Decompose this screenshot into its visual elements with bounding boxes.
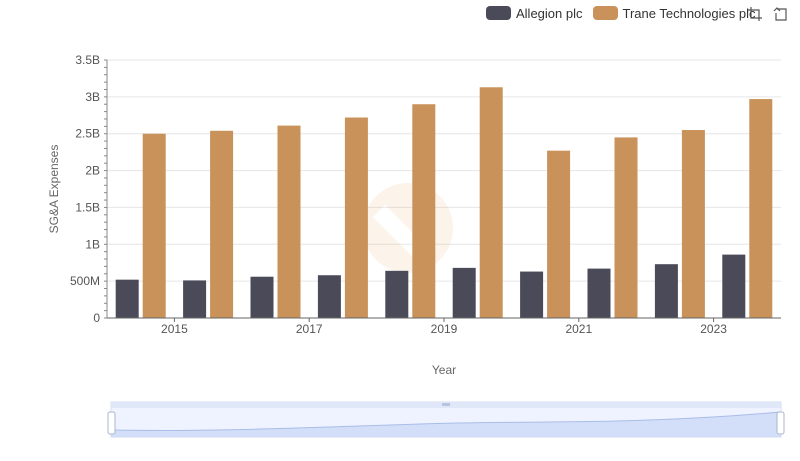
data-zoom-slider[interactable] — [107, 401, 785, 438]
bar-trane-2022[interactable] — [681, 130, 705, 318]
bar-allegion-2020[interactable] — [520, 271, 544, 318]
bar-allegion-2023[interactable] — [722, 254, 746, 318]
bar-trane-2020[interactable] — [547, 150, 571, 318]
bar-trane-2023[interactable] — [749, 99, 773, 318]
zoom-drag-grip[interactable] — [442, 403, 450, 406]
legend-item-trane[interactable]: Trane Technologies plc — [592, 5, 756, 21]
legend-swatch-trane — [592, 6, 618, 20]
bar-trane-2018[interactable] — [412, 104, 436, 318]
bar-allegion-2017[interactable] — [317, 275, 341, 318]
y-axis: 0 500M 1B 1.5B 2B 2.5B 3B 3.5B — [70, 53, 108, 325]
bar-trane-2019[interactable] — [479, 87, 503, 318]
legend-label-trane: Trane Technologies plc — [622, 5, 756, 21]
y-tick-label: 3.5B — [75, 53, 100, 67]
bar-allegion-2015[interactable] — [183, 280, 207, 318]
legend-swatch-allegion — [486, 6, 511, 20]
y-tick-label: 1B — [85, 237, 100, 251]
bar-allegion-2021[interactable] — [587, 268, 611, 318]
zoom-preview-area — [111, 412, 781, 437]
bar-trane-2017[interactable] — [344, 117, 368, 318]
x-tick-label: 2015 — [161, 322, 188, 336]
y-tick-label: 1.5B — [75, 200, 100, 214]
bar-allegion-2022[interactable] — [654, 264, 678, 318]
bar-allegion-2014[interactable] — [115, 279, 139, 318]
x-tick-label: 2023 — [700, 322, 727, 336]
legend-label-allegion: Allegion plc — [516, 5, 583, 21]
x-axis: 2015 2017 2019 2021 2023 — [107, 317, 781, 336]
legend: Allegion plc Trane Technologies plc — [486, 4, 765, 22]
x-tick-label: 2021 — [565, 322, 592, 336]
bar-trane-2016[interactable] — [277, 125, 301, 318]
y-tick-label: 0 — [93, 311, 100, 325]
y-tick-label: 2.5B — [75, 127, 100, 141]
y-tick-label: 500M — [70, 274, 100, 288]
bar-allegion-2018[interactable] — [385, 270, 409, 318]
zoom-preview-line — [110, 411, 782, 432]
watermark-logo — [363, 183, 453, 273]
y-axis-title: SG&A Expenses — [47, 145, 61, 234]
x-tick-label: 2017 — [296, 322, 323, 336]
restore-icon[interactable] — [773, 6, 789, 22]
x-tick-label: 2019 — [431, 322, 458, 336]
bars-group — [115, 87, 773, 318]
bar-trane-2021[interactable] — [614, 137, 638, 318]
bar-allegion-2019[interactable] — [452, 267, 476, 318]
y-tick-label: 2B — [85, 164, 100, 178]
bar-trane-2015[interactable] — [210, 130, 234, 318]
y-tick-label: 3B — [85, 90, 100, 104]
zoom-handle-left[interactable] — [107, 411, 116, 435]
x-axis-title: Year — [432, 363, 456, 377]
bar-trane-2014[interactable] — [142, 133, 166, 318]
zoom-handle-right[interactable] — [776, 411, 785, 435]
legend-item-allegion[interactable]: Allegion plc — [486, 6, 583, 21]
bar-allegion-2016[interactable] — [250, 276, 274, 318]
zoom-icon[interactable] — [747, 6, 763, 22]
